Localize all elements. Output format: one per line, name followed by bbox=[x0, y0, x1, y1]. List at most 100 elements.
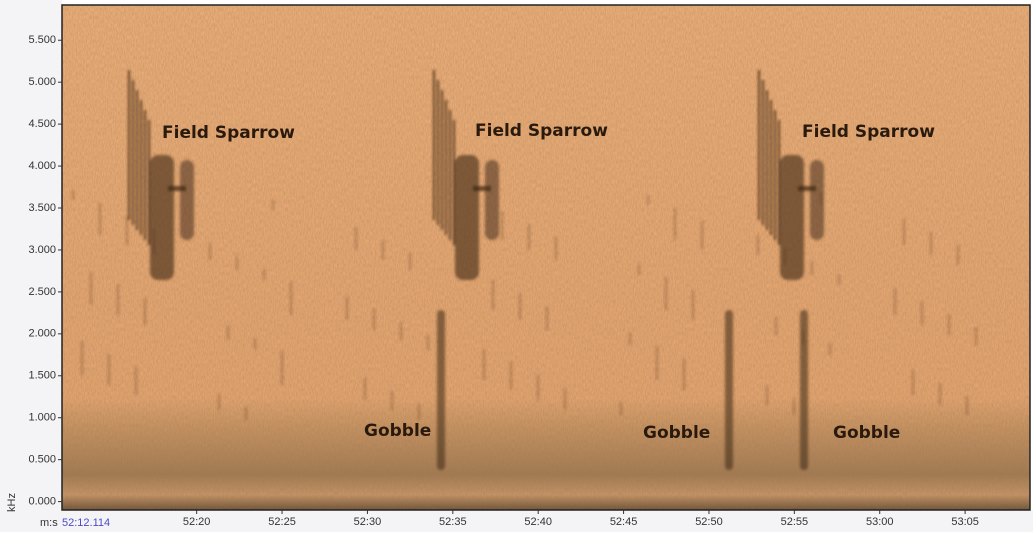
x-tick-label: 52:20 bbox=[183, 516, 211, 528]
noise-streak bbox=[254, 338, 256, 350]
y-tick-label: 5.000 bbox=[28, 76, 56, 88]
noise-streak bbox=[811, 261, 813, 275]
noise-streak bbox=[647, 195, 649, 205]
noise-streak bbox=[793, 399, 795, 415]
y-tick-label: 0.500 bbox=[28, 454, 56, 466]
noise-streak bbox=[975, 327, 977, 345]
call-harmonic bbox=[441, 90, 443, 230]
noise-streak bbox=[930, 232, 932, 255]
call-harmonic bbox=[453, 120, 455, 245]
noise-streak bbox=[483, 349, 485, 380]
noise-streak bbox=[391, 391, 393, 410]
call-harmonic bbox=[762, 80, 764, 225]
noise-streak bbox=[126, 216, 128, 245]
annotation: Field Sparrow bbox=[475, 121, 608, 141]
x-start-label: 52:12.114 bbox=[62, 517, 110, 529]
noise-streak bbox=[674, 208, 676, 240]
noise-streak bbox=[939, 383, 941, 405]
y-tick-label: 3.000 bbox=[28, 244, 56, 256]
call-harmonic bbox=[433, 70, 435, 220]
call-trill bbox=[798, 186, 816, 191]
call-blob bbox=[485, 160, 499, 240]
noise-streak bbox=[757, 235, 759, 255]
noise-streak bbox=[564, 388, 566, 410]
call-blob bbox=[780, 155, 804, 280]
noise-streak bbox=[346, 296, 348, 320]
x-tick-label: 52:30 bbox=[354, 516, 382, 528]
call-harmonic bbox=[758, 70, 760, 220]
noise-streak bbox=[894, 288, 896, 315]
y-tick-label: 5.500 bbox=[28, 34, 56, 46]
noise-streak bbox=[227, 325, 229, 340]
y-tick-label: 3.500 bbox=[28, 202, 56, 214]
noise-streak bbox=[784, 248, 786, 265]
call-harmonic bbox=[774, 110, 776, 240]
noise-streak bbox=[144, 298, 146, 325]
noise-streak bbox=[802, 330, 804, 345]
noise-streak bbox=[528, 224, 530, 250]
annotation: Field Sparrow bbox=[802, 122, 935, 142]
noise-streak bbox=[948, 314, 950, 335]
call-harmonic bbox=[437, 80, 439, 225]
noise-streak bbox=[620, 402, 622, 415]
x-tick-label: 52:25 bbox=[268, 516, 296, 528]
noise-streak bbox=[236, 256, 238, 270]
noise-streak bbox=[546, 306, 548, 330]
noise-streak bbox=[72, 190, 74, 200]
noise-streak bbox=[135, 367, 137, 395]
noise-streak bbox=[692, 290, 694, 320]
noise-streak bbox=[921, 301, 923, 325]
call-blob bbox=[810, 160, 824, 240]
noise-streak bbox=[355, 227, 357, 250]
x-tick-label: 53:00 bbox=[866, 516, 894, 528]
noise-streak bbox=[966, 396, 968, 415]
x-axis-label: m:s bbox=[40, 517, 58, 529]
noise-streak bbox=[209, 243, 211, 260]
y-tick-label: 4.500 bbox=[28, 118, 56, 130]
noise-streak bbox=[683, 359, 685, 390]
noise-streak bbox=[400, 322, 402, 340]
x-tick-label: 53:05 bbox=[951, 516, 979, 528]
call-harmonic bbox=[148, 120, 150, 245]
noise-streak bbox=[90, 272, 92, 305]
call-harmonic bbox=[449, 110, 451, 240]
noise-streak bbox=[272, 200, 274, 210]
noise-streak bbox=[766, 386, 768, 405]
noise-streak bbox=[957, 245, 959, 265]
noise-streak bbox=[218, 394, 220, 410]
axis-panel bbox=[0, 0, 62, 532]
annotation: Gobble bbox=[364, 421, 431, 441]
y-axis-label: kHz bbox=[6, 493, 18, 512]
annotation: Field Sparrow bbox=[162, 123, 295, 143]
annotation: Gobble bbox=[643, 423, 710, 443]
y-tick-label: 1.000 bbox=[28, 412, 56, 424]
y-tick-label: 0.000 bbox=[28, 496, 56, 508]
noise-streak bbox=[108, 354, 110, 385]
call-harmonic bbox=[770, 100, 772, 235]
noise-streak bbox=[510, 362, 512, 390]
x-tick-label: 52:50 bbox=[695, 516, 723, 528]
spectrogram-features bbox=[72, 70, 977, 470]
call-harmonic bbox=[778, 120, 780, 245]
noise-streak bbox=[912, 370, 914, 395]
noise-streak bbox=[775, 317, 777, 335]
call-harmonic bbox=[136, 90, 138, 230]
spectrogram-noise bbox=[62, 5, 1030, 510]
noise-streak bbox=[820, 192, 822, 205]
noise-streak bbox=[382, 240, 384, 260]
noise-streak bbox=[629, 333, 631, 345]
call-blob bbox=[455, 155, 479, 280]
noise-streak bbox=[427, 335, 429, 350]
noise-streak bbox=[245, 407, 247, 420]
call-trill bbox=[473, 186, 491, 191]
y-tick-label: 2.500 bbox=[28, 286, 56, 298]
noise-streak bbox=[492, 280, 494, 310]
call-harmonic bbox=[140, 100, 142, 235]
noise-streak bbox=[99, 203, 101, 235]
noise-streak bbox=[263, 269, 265, 280]
y-tick-label: 1.500 bbox=[28, 370, 56, 382]
call-blob bbox=[150, 155, 174, 280]
noise-streak bbox=[838, 274, 840, 285]
call-harmonic bbox=[132, 80, 134, 225]
x-tick-label: 52:35 bbox=[439, 516, 467, 528]
